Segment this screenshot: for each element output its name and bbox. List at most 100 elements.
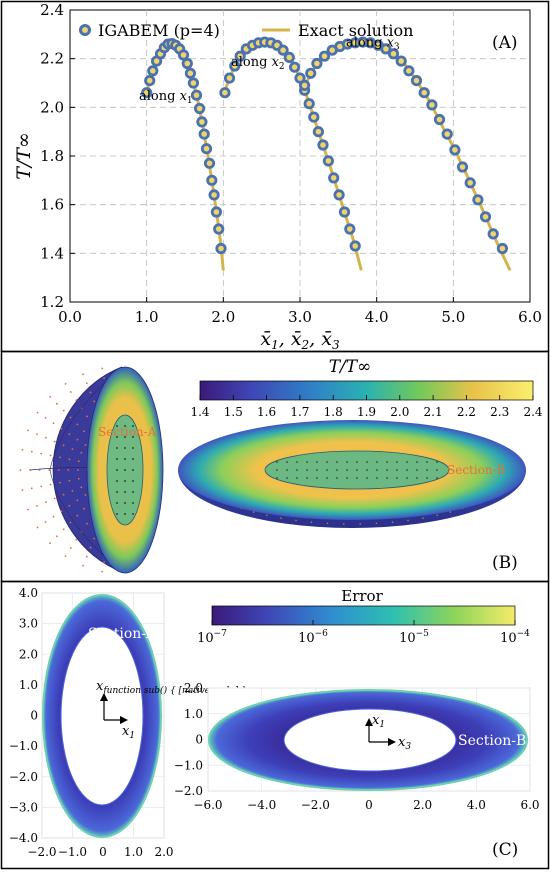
- mesh-point: [62, 409, 65, 412]
- left-y-tick-label: 4.0: [19, 586, 38, 600]
- mesh-point: [356, 469, 358, 471]
- igabem-point-seg3: [298, 79, 311, 92]
- mesh-point: [27, 429, 29, 432]
- mesh-point: [426, 469, 428, 471]
- right-x-tick-label: 2.0: [413, 798, 432, 812]
- mesh-point: [132, 491, 134, 493]
- mesh-point: [116, 491, 118, 493]
- mesh-point: [57, 469, 60, 471]
- mesh-point: [36, 526, 39, 529]
- mesh-point: [80, 486, 83, 489]
- mesh-point: [68, 504, 71, 507]
- left-y-tick-label: −2.0: [9, 770, 38, 784]
- igabem-point-seg3: [410, 75, 423, 87]
- left-x-tick-label: 2.0: [154, 845, 173, 859]
- right-y-tick-label: 1.0: [184, 707, 203, 721]
- igabem-point-seg3: [472, 194, 484, 206]
- igabem-point-seg2: [223, 72, 236, 84]
- mesh-point: [68, 479, 71, 482]
- igabem-point-seg3: [426, 99, 438, 111]
- igabem-point-seg1: [215, 242, 227, 255]
- colorbar-title: T/T∞: [329, 357, 372, 377]
- mesh-point: [252, 511, 255, 513]
- grid-lines: [70, 10, 530, 302]
- mesh-point: [124, 502, 126, 504]
- mesh-point: [56, 535, 58, 538]
- igabem-point-seg2: [229, 60, 241, 72]
- mesh-point: [266, 514, 268, 517]
- mesh-point: [19, 469, 22, 471]
- mesh-point: [76, 423, 79, 426]
- x-tick-label: 0.0: [58, 308, 82, 326]
- igabem-point-seg1: [184, 67, 196, 79]
- mesh-point: [296, 477, 298, 479]
- colorbar-error-tick-label: 10−5: [399, 629, 429, 646]
- mesh-point: [132, 469, 134, 471]
- mesh-point: [59, 481, 61, 484]
- mesh-point: [101, 367, 104, 370]
- mesh-point: [359, 523, 362, 525]
- igabem-point-seg1: [213, 223, 225, 235]
- igabem-point-seg2: [303, 98, 315, 110]
- igabem-point-seg2: [344, 223, 356, 235]
- igabem-point-seg1: [194, 102, 206, 115]
- igabem-point-seg3: [441, 128, 453, 140]
- mesh-point: [44, 417, 47, 419]
- mesh-point: [366, 477, 368, 479]
- igabem-point-seg3: [479, 211, 492, 223]
- mesh-point: [89, 391, 92, 394]
- mesh-point: [124, 491, 126, 493]
- y-tick-label: 2.2: [40, 50, 64, 68]
- igabem-point-seg1: [141, 87, 153, 99]
- section-a-error-label: Section-A: [88, 626, 157, 642]
- mesh-point: [436, 469, 438, 471]
- mesh-point: [53, 497, 56, 500]
- mesh-point: [280, 517, 282, 519]
- panel-c-error-field: Section-A xfunction sub() { [native code…: [9, 586, 540, 860]
- mesh-point: [276, 461, 278, 463]
- mesh-point: [416, 469, 418, 471]
- mesh-point: [132, 447, 134, 449]
- mesh-point: [93, 400, 95, 403]
- colorbar-tick-label: 1.9: [357, 405, 376, 419]
- igabem-point-seg3: [311, 57, 323, 70]
- igabem-point-seg3: [380, 43, 392, 55]
- igabem-point-seg3: [418, 87, 430, 99]
- mesh-point: [86, 522, 88, 525]
- colorbar-tick-label: 1.5: [224, 405, 243, 419]
- mesh-point: [376, 461, 378, 463]
- right-x-tick-label: −2.0: [301, 798, 330, 812]
- mesh-point: [386, 461, 388, 463]
- mesh-point: [296, 469, 298, 471]
- igabem-point-seg3: [395, 55, 407, 67]
- mesh-point: [36, 505, 38, 507]
- y-tick-label: 1.6: [40, 196, 64, 214]
- mesh-point: [40, 452, 43, 455]
- y-axis-label: T/T∞: [13, 132, 35, 180]
- mesh-point: [45, 436, 47, 439]
- mesh-point: [306, 477, 308, 479]
- igabem-point-seg1: [203, 157, 216, 169]
- panel-a-line-chart: 0.0 1.0 2.0 3.0 4.0 5.0 6.0 1.2 1.4 1.6 1.8 2.0 2.2 2…: [13, 1, 542, 352]
- igabem-point-seg3: [403, 65, 415, 77]
- mesh-point: [62, 528, 65, 531]
- left-y-tick-label: 0: [30, 709, 38, 723]
- mesh-point: [296, 461, 298, 463]
- mesh-point: [376, 477, 378, 479]
- mesh-point: [68, 458, 71, 461]
- section-b-label: Section-B: [447, 463, 506, 477]
- mesh-point: [67, 469, 70, 471]
- mesh-point: [276, 469, 278, 471]
- mesh-point: [336, 477, 338, 479]
- mesh-point: [346, 477, 348, 479]
- legend-label-igabem: IGABEM (p=4): [98, 21, 220, 40]
- igabem-point-seg2: [283, 51, 295, 64]
- igabem-point-seg2: [219, 87, 231, 99]
- annotation-label: along x3: [346, 36, 400, 53]
- mesh-point: [436, 461, 438, 463]
- mesh-point: [62, 493, 65, 496]
- mesh-point: [326, 461, 328, 463]
- colorbar-error: Error 10−7 10−6 10−5 10−4: [197, 587, 530, 646]
- y-tick-label: 2.0: [40, 98, 64, 116]
- left-y-tick-label: 2.0: [19, 647, 38, 661]
